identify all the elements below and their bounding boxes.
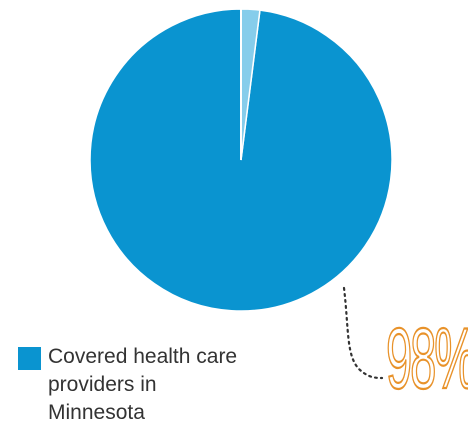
percent-annotation: 98% xyxy=(385,311,468,407)
legend-swatch-covered-providers xyxy=(18,347,41,370)
legend-label-covered-providers: Covered health care providers in Minneso… xyxy=(48,345,238,424)
annotation-connector xyxy=(342,286,384,380)
